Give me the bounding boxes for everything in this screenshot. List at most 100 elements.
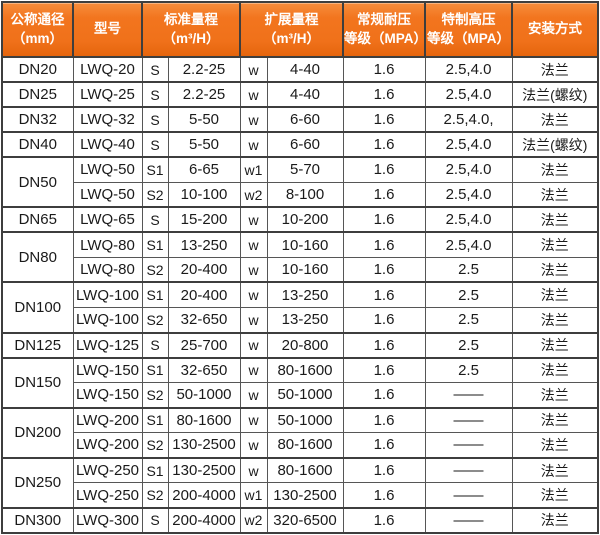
table-row: DN20 LWQ-20 S 2.2-25 w 4-40 1.6 2.5,4.0 … xyxy=(1,56,599,83)
table-row: DN125 LWQ-125 S 25-700 w 20-800 1.6 2.5 … xyxy=(1,331,599,359)
cell-installation: 法兰 xyxy=(511,281,599,308)
cell-std-range: 32-650 xyxy=(167,306,241,334)
cell-high-pressure: 2.5,4.0 xyxy=(424,181,513,208)
cell-installation: 法兰 xyxy=(511,382,599,409)
cell-std-range: 6-65 xyxy=(167,156,241,183)
cell-high-pressure: 2.5,4.0, xyxy=(424,106,513,133)
cell-model: LWQ-32 xyxy=(72,106,143,133)
header-extended-range: 扩展量程 （m³/H） xyxy=(239,1,344,58)
cell-installation: 法兰(螺纹) xyxy=(511,81,599,108)
cell-model: LWQ-80 xyxy=(72,256,143,283)
cell-std-code: S2 xyxy=(141,181,169,208)
cell-ext-range: 10-160 xyxy=(266,256,344,283)
cell-ext-range: 6-60 xyxy=(266,106,344,133)
cell-std-range: 2.2-25 xyxy=(167,81,241,108)
cell-ext-range: 5-70 xyxy=(266,156,344,183)
cell-ext-code: w xyxy=(239,456,268,484)
cell-std-code: S2 xyxy=(141,382,169,409)
cell-high-pressure: —— xyxy=(424,506,513,534)
cell-dn: DN20 xyxy=(1,56,74,83)
cell-normal-pressure: 1.6 xyxy=(342,482,426,509)
cell-installation: 法兰 xyxy=(511,106,599,133)
cell-normal-pressure: 1.6 xyxy=(342,181,426,208)
cell-ext-range: 20-800 xyxy=(266,331,344,359)
cell-ext-code: w xyxy=(239,131,268,158)
cell-std-range: 200-4000 xyxy=(167,482,241,509)
cell-dn: DN150 xyxy=(1,356,74,409)
table-row: DN300 LWQ-300 S 200-4000 w2 320-6500 1.6… xyxy=(1,506,599,534)
cell-installation: 法兰 xyxy=(511,231,599,258)
header-high-pressure: 特制高压 等级（MPA） xyxy=(424,1,513,58)
cell-normal-pressure: 1.6 xyxy=(342,231,426,258)
cell-model: LWQ-50 xyxy=(72,181,143,208)
cell-installation: 法兰 xyxy=(511,306,599,334)
table-row: DN40 LWQ-40 S 5-50 w 6-60 1.6 2.5,4.0 法兰… xyxy=(1,131,599,158)
cell-normal-pressure: 1.6 xyxy=(342,106,426,133)
cell-std-range: 50-1000 xyxy=(167,382,241,409)
cell-dn: DN250 xyxy=(1,456,74,509)
cell-installation: 法兰 xyxy=(511,206,599,233)
header-standard-range: 标准量程 （m³/H） xyxy=(141,1,241,58)
cell-std-code: S1 xyxy=(141,406,169,434)
cell-ext-code: w xyxy=(239,81,268,108)
cell-ext-range: 4-40 xyxy=(266,56,344,83)
cell-model: LWQ-300 xyxy=(72,506,143,534)
cell-model: LWQ-250 xyxy=(72,482,143,509)
header-row: 公称通径 （mm） 型号 标准量程 （m³/H） 扩展量程 （m³/H） 常规耐… xyxy=(1,1,599,58)
cell-std-code: S1 xyxy=(141,356,169,384)
cell-dn: DN32 xyxy=(1,106,74,133)
cell-model: LWQ-100 xyxy=(72,306,143,334)
cell-high-pressure: 2.5 xyxy=(424,306,513,334)
cell-installation: 法兰 xyxy=(511,406,599,434)
cell-installation: 法兰 xyxy=(511,256,599,283)
cell-installation: 法兰(螺纹) xyxy=(511,131,599,158)
cell-model: LWQ-80 xyxy=(72,231,143,258)
cell-ext-code: w xyxy=(239,331,268,359)
cell-high-pressure: 2.5,4.0 xyxy=(424,131,513,158)
cell-model: LWQ-200 xyxy=(72,406,143,434)
cell-ext-range: 50-1000 xyxy=(266,406,344,434)
cell-std-range: 25-700 xyxy=(167,331,241,359)
cell-std-range: 13-250 xyxy=(167,231,241,258)
cell-std-code: S2 xyxy=(141,256,169,283)
table-row: DN100 LWQ-100 S1 20-400 w 13-250 1.6 2.5… xyxy=(1,281,599,334)
cell-ext-range: 4-40 xyxy=(266,81,344,108)
cell-normal-pressure: 1.6 xyxy=(342,256,426,283)
cell-ext-range: 50-1000 xyxy=(266,382,344,409)
header-installation: 安装方式 xyxy=(511,1,599,58)
table-row: DN80 LWQ-80 S1 13-250 w 10-160 1.6 2.5,4… xyxy=(1,231,599,283)
cell-high-pressure: —— xyxy=(424,382,513,409)
cell-ext-code: w1 xyxy=(239,482,268,509)
cell-high-pressure: —— xyxy=(424,406,513,434)
cell-ext-code: w2 xyxy=(239,181,268,208)
table-row: LWQ-150 S2 50-1000 w 50-1000 1.6 —— 法兰 xyxy=(2,382,599,409)
cell-model: LWQ-125 xyxy=(72,331,143,359)
cell-ext-range: 80-1600 xyxy=(266,456,344,484)
cell-installation: 法兰 xyxy=(511,356,599,384)
cell-high-pressure: 2.5 xyxy=(424,281,513,308)
table-row: DN150 LWQ-150 S1 32-650 w 80-1600 1.6 2.… xyxy=(1,356,599,409)
header-model: 型号 xyxy=(72,1,143,58)
cell-normal-pressure: 1.6 xyxy=(342,331,426,359)
cell-ext-code: w xyxy=(239,256,268,283)
cell-installation: 法兰 xyxy=(511,506,599,534)
cell-ext-code: w xyxy=(239,306,268,334)
cell-high-pressure: 2.5,4.0 xyxy=(424,206,513,233)
cell-high-pressure: —— xyxy=(424,456,513,484)
table-row: DN200 LWQ-200 S1 80-1600 w 50-1000 1.6 —… xyxy=(1,406,599,459)
table-row: LWQ-80 S2 20-400 w 10-160 1.6 2.5 法兰 xyxy=(2,256,599,283)
cell-normal-pressure: 1.6 xyxy=(342,406,426,434)
cell-high-pressure: 2.5,4.0 xyxy=(424,81,513,108)
cell-std-code: S1 xyxy=(141,231,169,258)
cell-std-code: S1 xyxy=(141,156,169,183)
cell-high-pressure: 2.5,4.0 xyxy=(424,56,513,83)
cell-std-range: 130-2500 xyxy=(167,432,241,459)
cell-std-range: 15-200 xyxy=(167,206,241,233)
cell-model: LWQ-200 xyxy=(72,432,143,459)
cell-model: LWQ-150 xyxy=(72,356,143,384)
cell-model: LWQ-20 xyxy=(72,56,143,83)
cell-normal-pressure: 1.6 xyxy=(342,156,426,183)
cell-dn: DN300 xyxy=(1,506,74,534)
cell-std-range: 5-50 xyxy=(167,106,241,133)
